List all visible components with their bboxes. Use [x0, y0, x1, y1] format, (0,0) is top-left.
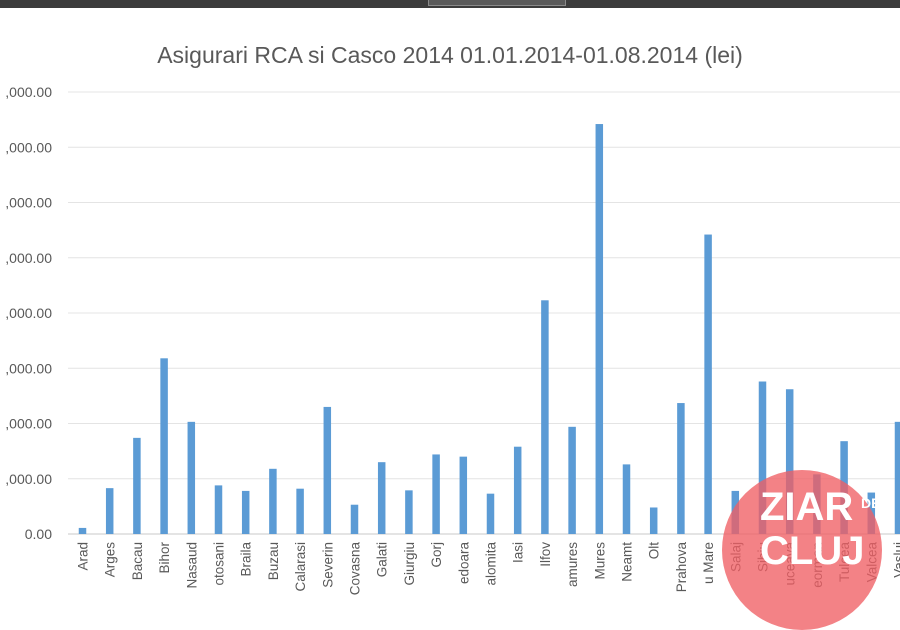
bar [79, 528, 87, 534]
bar [677, 403, 685, 534]
x-tick-label: Giurgiu [402, 542, 417, 586]
bar [704, 235, 712, 534]
x-tick-label: amures [565, 542, 580, 587]
y-tick-label: 0.00 [25, 526, 52, 542]
logo-word-ziar: ZIAR [760, 485, 853, 529]
x-tick-label: Galati [375, 542, 390, 577]
bar [324, 407, 332, 534]
ziar-de-cluj-logo-text: ZIAR DE CLUJ [722, 470, 900, 600]
bar [296, 489, 304, 534]
x-tick-label: alomita [484, 542, 499, 586]
y-tick-label: ,000.00 [5, 416, 52, 432]
y-tick-label: ,000.00 [5, 250, 52, 266]
bar [568, 427, 576, 534]
x-tick-label: Prahova [674, 542, 689, 593]
bar [596, 124, 604, 534]
x-tick-label: Calarasi [293, 542, 308, 592]
bar [215, 485, 223, 534]
bar [242, 491, 250, 534]
y-tick-label: ,000.00 [5, 195, 52, 211]
bar [405, 490, 413, 534]
y-tick-label: ,000.00 [5, 471, 52, 487]
bar [487, 494, 495, 534]
x-tick-label: Neamt [620, 542, 635, 582]
bar [623, 464, 631, 534]
y-tick-label: ,000.00 [5, 305, 52, 321]
x-tick-label: Gorj [429, 542, 444, 568]
y-tick-label: ,000.00 [5, 84, 52, 100]
x-tick-label: Mures [592, 542, 607, 580]
x-tick-label: Bacau [130, 542, 145, 580]
bar [106, 488, 114, 534]
bar [378, 462, 386, 534]
bar [541, 300, 549, 534]
x-tick-label: Covasna [348, 542, 363, 596]
bar [514, 447, 522, 534]
y-tick-label: ,000.00 [5, 360, 52, 376]
bar [650, 507, 658, 534]
bar [432, 454, 440, 534]
x-tick-label: Braila [239, 542, 254, 577]
bar [160, 358, 168, 534]
x-tick-label: Iasi [511, 542, 526, 563]
logo-word-de: DE [861, 495, 880, 511]
x-tick-label: Olt [647, 542, 662, 560]
x-tick-label: Bihor [157, 541, 172, 573]
bar [269, 469, 277, 534]
bar [460, 457, 468, 534]
y-tick-label: ,000.00 [5, 139, 52, 155]
x-tick-label: Arges [103, 542, 118, 578]
x-tick-label: edoara [456, 542, 471, 585]
x-tick-label: Ilfov [538, 542, 553, 567]
bar [133, 438, 141, 534]
x-tick-label: Nasaud [184, 542, 199, 589]
logo-word-cluj: CLUJ [760, 529, 864, 573]
bar [351, 505, 359, 534]
y-axis: 0.00 ,000.00 ,000.00 ,000.00 ,000.00 ,000.00,… [5, 84, 52, 542]
x-tick-label: u Mare [701, 542, 716, 584]
x-tick-label: Severin [320, 542, 335, 588]
x-tick-label: otosani [212, 542, 227, 586]
bar [188, 422, 196, 534]
x-tick-label: Buzau [266, 542, 281, 580]
x-tick-label: Arad [76, 542, 91, 571]
